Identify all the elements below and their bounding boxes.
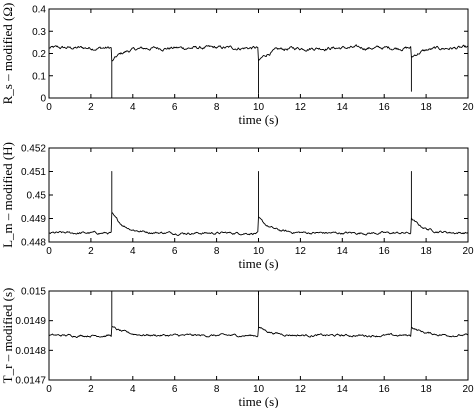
x-tick-label: 10 bbox=[253, 246, 265, 257]
subplot-3: 0 2 4 6 8 10 12 14 16 18 20 0.0147 0.0148 0.0149 0.015… bbox=[0, 287, 474, 408]
y-tick-label: 0.015 bbox=[21, 287, 46, 298]
y-tick-label: 0.0147 bbox=[15, 376, 46, 387]
subplot-1: 0 2 4 6 8 10 12 14 16 18 20 0 0.1 0.2 0.3 0.4 time (s) R_… bbox=[0, 3, 474, 127]
y-tick-label: 0.1 bbox=[32, 71, 46, 82]
y-tick-label: 0.452 bbox=[21, 144, 46, 155]
y-tick-label: 0.4 bbox=[32, 5, 46, 16]
x-tick-label: 16 bbox=[379, 102, 391, 113]
x-tick-label: 10 bbox=[253, 384, 265, 395]
x-tick-label: 16 bbox=[379, 384, 391, 395]
x-tick-label: 20 bbox=[462, 102, 474, 113]
x-tick-label: 14 bbox=[337, 246, 349, 257]
x-tick-label: 18 bbox=[421, 102, 433, 113]
y-tick-label: 0.449 bbox=[21, 214, 46, 225]
y-tick-label: 0.3 bbox=[32, 27, 46, 38]
y-tick-label: 0.0149 bbox=[15, 316, 46, 327]
x-tick-label: 12 bbox=[295, 384, 307, 395]
x-tick-label: 6 bbox=[172, 246, 178, 257]
x-tick-label: 4 bbox=[130, 384, 136, 395]
x-tick-label: 14 bbox=[337, 102, 349, 113]
series-line-1-1 bbox=[49, 44, 468, 98]
x-tick-label: 2 bbox=[88, 384, 94, 395]
x-tick-label: 18 bbox=[421, 246, 433, 257]
x-tick-label: 4 bbox=[130, 246, 136, 257]
x-tick-label: 2 bbox=[88, 246, 94, 257]
x-tick-label: 18 bbox=[421, 384, 433, 395]
x-tick-label: 6 bbox=[172, 384, 178, 395]
series-line-2-1 bbox=[49, 171, 468, 237]
y-tick-label: 0 bbox=[40, 94, 46, 105]
x-axis-label: time (s) bbox=[238, 256, 278, 271]
y-tick-label: 0.45 bbox=[27, 191, 47, 202]
y-tick-label: 0.2 bbox=[32, 49, 46, 60]
x-tick-label: 12 bbox=[295, 102, 307, 113]
x-tick-label: 0 bbox=[46, 102, 52, 113]
x-tick-label: 16 bbox=[379, 246, 391, 257]
x-axis-label: time (s) bbox=[238, 112, 278, 127]
x-tick-label: 8 bbox=[214, 384, 220, 395]
subplot-2: 0 2 4 6 8 10 12 14 16 18 20 0.448 0.449 0.45 0.451 0.45… bbox=[0, 142, 474, 271]
x-tick-label: 4 bbox=[130, 102, 136, 113]
x-tick-label: 0 bbox=[46, 384, 52, 395]
x-tick-label: 8 bbox=[214, 246, 220, 257]
x-tick-label: 12 bbox=[295, 246, 307, 257]
x-tick-label: 6 bbox=[172, 102, 178, 113]
x-tick-label: 14 bbox=[337, 384, 349, 395]
x-tick-label: 20 bbox=[462, 246, 474, 257]
x-axis-label: time (s) bbox=[238, 394, 278, 408]
x-tick-label: 2 bbox=[88, 102, 94, 113]
y-tick-label: 0.448 bbox=[21, 238, 46, 249]
x-tick-label: 20 bbox=[462, 384, 474, 395]
x-tick-label: 0 bbox=[46, 246, 52, 257]
x-tick-label: 10 bbox=[253, 102, 265, 113]
y-tick-label: 0.0148 bbox=[15, 346, 46, 357]
y-tick-label: 0.451 bbox=[21, 167, 46, 178]
y-axis-label: T_r – modified (s) bbox=[0, 288, 15, 384]
series-line-3-1 bbox=[49, 291, 468, 339]
y-axis-label: L_m – modified (H) bbox=[0, 142, 15, 248]
y-axis-label: R_s – modified (Ω) bbox=[0, 3, 15, 105]
x-tick-label: 8 bbox=[214, 102, 220, 113]
